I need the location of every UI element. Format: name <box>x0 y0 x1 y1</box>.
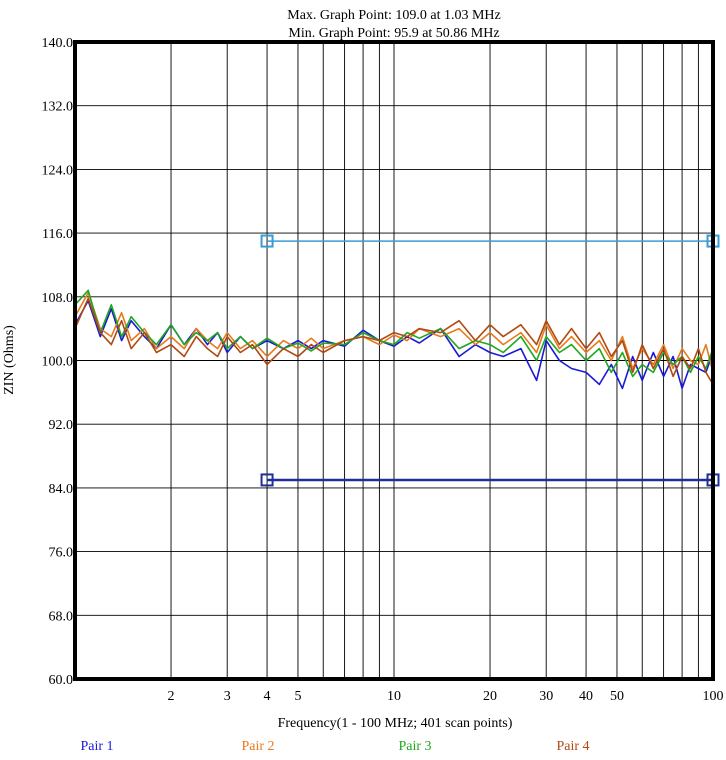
y-tick-label: 60.0 <box>49 673 74 688</box>
y-tick-label: 100.0 <box>42 355 74 370</box>
grid-lines <box>75 42 713 679</box>
x-tick-label: 10 <box>387 689 401 704</box>
legend-entry: Pair 1 <box>80 739 113 754</box>
min-graph-point-text: Min. Graph Point: 95.9 at 50.86 MHz <box>288 26 499 41</box>
series-line <box>74 289 714 378</box>
legend-entry: Pair 3 <box>398 739 431 754</box>
legend-entry: Pair 4 <box>556 739 589 754</box>
y-tick-label: 68.0 <box>49 609 74 624</box>
x-tick-label: 3 <box>224 689 231 704</box>
y-tick-label: 124.0 <box>42 163 74 178</box>
y-tick-label: 140.0 <box>42 36 74 51</box>
plot-frame <box>73 40 715 681</box>
y-tick-label: 116.0 <box>42 227 73 242</box>
y-tick-label: 84.0 <box>49 482 74 497</box>
x-axis-label: Frequency(1 - 100 MHz; 401 scan points) <box>278 716 513 731</box>
x-tick-label: 100 <box>703 689 724 704</box>
x-tick-label: 40 <box>579 689 593 704</box>
x-tick-labels: 2 3 4 5 10 20 30 40 50 100 <box>168 689 724 704</box>
series-line <box>74 297 714 385</box>
limit-marker <box>260 473 274 487</box>
x-tick-label: 4 <box>264 689 271 704</box>
y-tick-label: 132.0 <box>42 100 74 115</box>
y-tick-labels: 60.0 68.0 76.0 84.0 92.0 100.0 108.0 116.0 124.0… <box>42 36 74 688</box>
legend: Pair 1 Pair 2 Pair 3 Pair 4 <box>80 739 589 754</box>
x-tick-label: 20 <box>483 689 497 704</box>
legend-entry: Pair 2 <box>241 739 274 754</box>
limit-marker <box>260 234 274 248</box>
x-tick-label: 2 <box>168 689 175 704</box>
data-series <box>74 289 714 390</box>
y-tick-label: 76.0 <box>49 546 74 561</box>
x-tick-label: 30 <box>539 689 553 704</box>
y-axis-label: ZIN (Ohms) <box>2 325 17 395</box>
y-tick-label: 92.0 <box>49 418 74 433</box>
max-graph-point-text: Max. Graph Point: 109.0 at 1.03 MHz <box>287 8 500 23</box>
x-tick-label: 5 <box>294 689 301 704</box>
x-tick-label: 50 <box>610 689 624 704</box>
y-tick-label: 108.0 <box>42 291 74 306</box>
